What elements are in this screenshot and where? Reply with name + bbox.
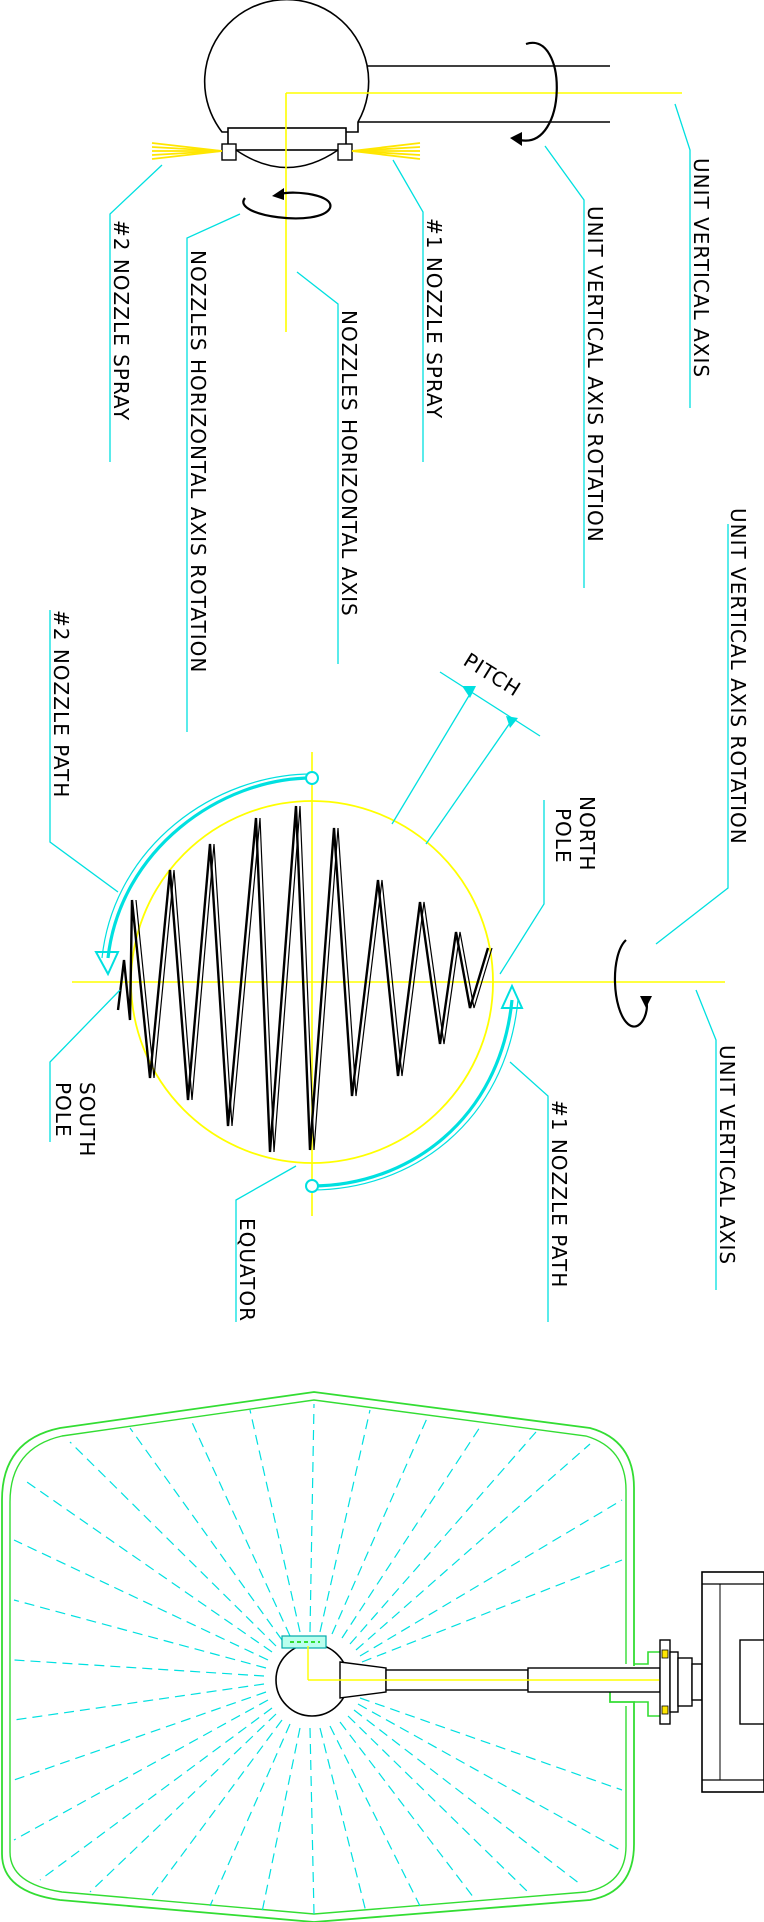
label-north-pole-line2: POLE (551, 808, 575, 864)
label-south-pole-line2: POLE (51, 1082, 75, 1138)
nozzle-1-spray-fan (351, 142, 421, 160)
nozzle-path-zigzag (116, 805, 490, 1153)
label-nozzle-2-path: #2 NOZZLE PATH (49, 610, 73, 798)
horizontal-rotation-arrow-icon (242, 191, 332, 220)
nozzle-1-path-arrow-icon (500, 983, 524, 1009)
spray-head-dome (203, 0, 370, 133)
vessel-outline (1, 1391, 635, 1922)
nozzle-body (227, 127, 347, 151)
label-unit-vertical-axis-rotation-mid: UNIT VERTICAL AXIS ROTATION (726, 508, 750, 845)
label-nozzle-1-path: #1 NOZZLE PATH (547, 1100, 571, 1288)
nozzle-2-spray-fan (151, 142, 223, 160)
spray-pattern-diagram (72, 671, 725, 1216)
label-south-pole-line1: SOUTH (75, 1082, 99, 1157)
label-unit-vertical-axis-top: UNIT VERTICAL AXIS (689, 158, 713, 378)
label-nozzles-horizontal-axis: NOZZLES HORIZONTAL AXIS (337, 310, 361, 617)
middle-labels: UNIT VERTICAL AXIS ROTATION UNIT VERTICA… (49, 508, 750, 1322)
top-labels: UNIT VERTICAL AXIS UNIT VERTICAL AXIS RO… (109, 158, 713, 673)
unit-rotation-arrow-icon (613, 939, 648, 1028)
label-north-pole-line1: NORTH (575, 796, 599, 871)
label-nozzle-2-spray: #2 NOZZLE SPRAY (109, 220, 133, 421)
pitch-extension-right (425, 719, 513, 845)
spray-head-detail (151, 0, 682, 332)
label-unit-vertical-axis-rotation-top: UNIT VERTICAL AXIS ROTATION (583, 206, 607, 543)
vertical-rotation-arrow-icon (519, 41, 558, 142)
pitch-dimension-line (439, 671, 541, 737)
spray-rays (13, 1403, 623, 1915)
vessel-section (1, 1391, 764, 1922)
middle-leaders (49, 524, 729, 1322)
label-equator: EQUATOR (235, 1218, 259, 1322)
pitch-extension-left (391, 693, 471, 825)
nozzle-2-path-arc (106, 776, 313, 959)
top-leaders (109, 103, 691, 732)
label-nozzle-1-spray: #1 NOZZLE SPRAY (422, 218, 446, 419)
nozzle-2-path-arrow-icon (94, 951, 120, 977)
label-nozzles-horizontal-axis-rotation: NOZZLES HORIZONTAL AXIS ROTATION (186, 250, 210, 673)
nozzle-1-path-arc (311, 999, 514, 1188)
label-unit-vertical-axis-mid: UNIT VERTICAL AXIS (715, 1045, 739, 1265)
